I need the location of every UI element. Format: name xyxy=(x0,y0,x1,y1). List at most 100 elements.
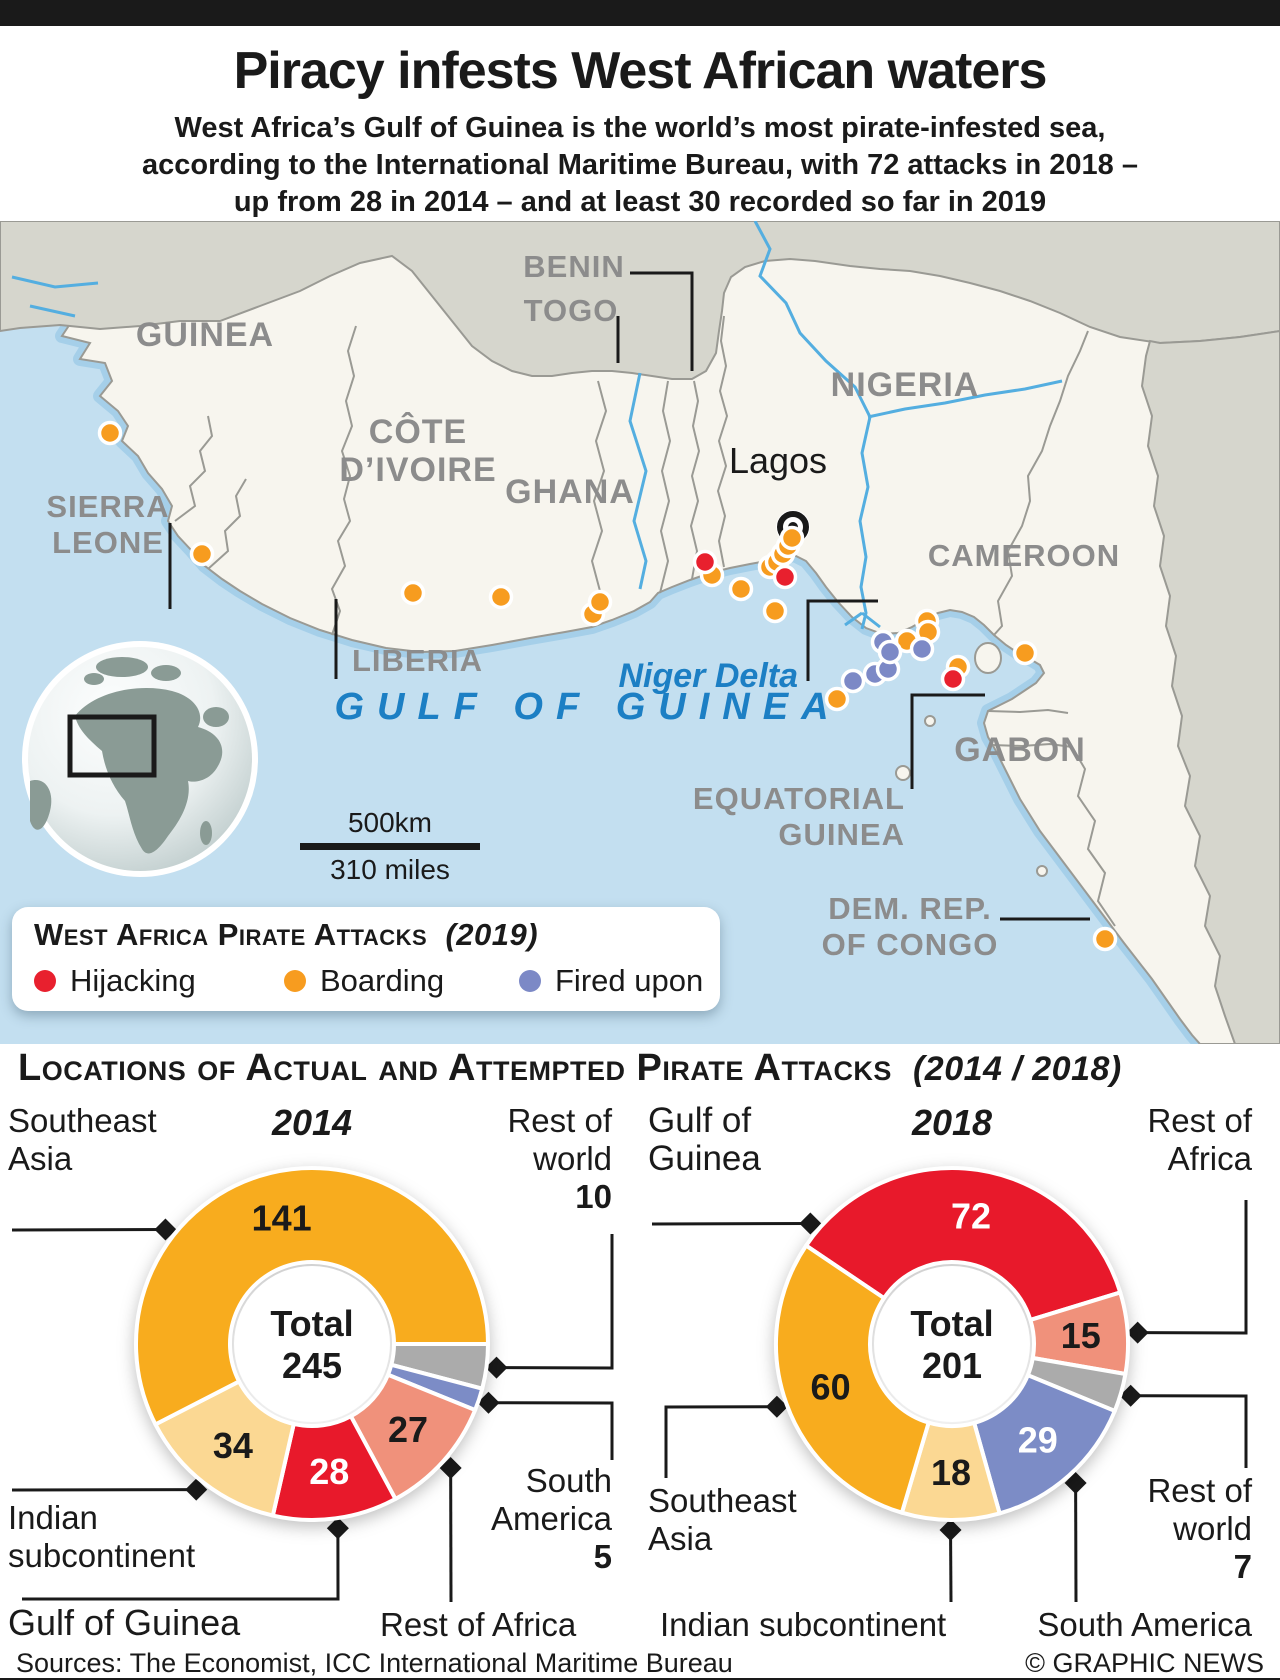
segment-value: 28 xyxy=(309,1451,349,1492)
hijacking-dot-icon xyxy=(34,970,56,992)
benin-leader xyxy=(630,271,694,371)
donut-hole xyxy=(874,1266,1030,1422)
label-lagos: Lagos xyxy=(729,440,827,481)
river-volta xyxy=(628,372,648,590)
attack-dot-hijacking xyxy=(692,549,718,575)
map-legend-title: West Africa Pirate Attacks (2019) xyxy=(34,917,539,952)
fired-upon-dot-icon xyxy=(519,970,541,992)
scale-km: 500km xyxy=(347,807,433,838)
globe-south-america xyxy=(30,780,52,830)
callout-diamond xyxy=(1119,1384,1142,1407)
donut-total-label: Total xyxy=(910,1303,993,1344)
attack-dot-hijacking xyxy=(940,666,966,692)
attack-dot-fired-upon xyxy=(909,636,935,662)
map-leader-lines xyxy=(168,271,1090,921)
segment-value: 34 xyxy=(213,1425,253,1466)
label-togo: TOGO xyxy=(524,293,619,328)
donut-hole xyxy=(234,1266,390,1422)
label-leone: LEONE xyxy=(52,525,164,560)
callout-leaders xyxy=(11,1218,614,1603)
land-east-gray xyxy=(1140,329,1280,1044)
rivers xyxy=(11,221,1063,630)
legend-item-boarding: Boarding xyxy=(284,963,519,999)
attack-dot-boarding xyxy=(488,584,514,610)
callout-leader-line xyxy=(1130,1394,1248,1468)
section-header: Locations of Actual and Attempted Pirate… xyxy=(18,1047,1122,1089)
attack-dot-boarding xyxy=(400,580,426,606)
callout-southeast-asia-2018: Southeast Asia xyxy=(648,1482,797,1557)
map-legend-items: Hijacking Boarding Fired upon xyxy=(34,963,720,999)
west-africa-map: GUINEA SIERRA LEONE CÔTE D’IVOIRE GHANA … xyxy=(0,221,1280,1044)
callout-rest-of-world-2018: Rest of world 7 xyxy=(1147,1472,1252,1585)
attack-dot-fired-upon xyxy=(877,639,903,665)
callout-gulf-of-guinea-2014: Gulf of Guinea xyxy=(8,1602,241,1643)
bottom-black-bar xyxy=(0,1678,1280,1680)
country-borders xyxy=(174,315,1116,927)
globe-inset xyxy=(22,641,258,877)
donut-total-value: 245 xyxy=(282,1345,342,1386)
globe-focus-rect xyxy=(67,714,157,778)
callout-diamond xyxy=(477,1391,500,1414)
chart-2018-year: 2018 xyxy=(911,1102,993,1143)
label-benin: BENIN xyxy=(523,249,624,284)
label-divoire: D’IVOIRE xyxy=(339,451,496,489)
label-guinea: GUINEA xyxy=(136,316,274,354)
callout-diamond xyxy=(1126,1321,1149,1344)
donut-segments xyxy=(134,1166,490,1522)
title-block: Piracy infests West African waters xyxy=(0,26,1280,110)
attack-dot-boarding xyxy=(189,541,215,567)
callout-diamond xyxy=(799,1212,822,1235)
donut-total-value: 201 xyxy=(922,1345,982,1386)
callout-diamond xyxy=(439,1456,462,1479)
subtitle-line-2: according to the International Maritime … xyxy=(142,149,1138,181)
label-nigeria: NIGERIA xyxy=(831,366,980,404)
donut-chart-2014: 27 28 34 141 Total 245 2014 Southeast Asia Res… xyxy=(0,1094,640,1649)
legend-item-fired-upon: Fired upon xyxy=(519,963,703,999)
donut-chart-2018: 72 15 29 18 60 Total 201 2018 Gulf of Guinea Re… xyxy=(640,1094,1280,1649)
segment-value: 72 xyxy=(951,1195,991,1236)
islands xyxy=(895,642,1048,877)
callout-indian-subcontinent-2014: Indian subcontinent xyxy=(8,1499,196,1574)
attack-dot-boarding xyxy=(779,525,805,551)
label-of-congo: OF CONGO xyxy=(822,927,999,962)
attack-dot-hijacking xyxy=(772,564,798,590)
globe-madagascar xyxy=(200,821,212,845)
land-west-africa xyxy=(0,221,1280,1044)
callout-leader-line xyxy=(22,1528,340,1601)
attack-dot-fired-upon xyxy=(840,668,866,694)
bioko-island xyxy=(974,642,1002,674)
callout-diamond xyxy=(485,1356,508,1379)
callout-leader-line xyxy=(496,1234,614,1370)
attack-dot-boarding xyxy=(97,420,123,446)
callout-leader-line xyxy=(651,1221,811,1226)
scale-miles: 310 miles xyxy=(330,854,450,885)
top-black-bar xyxy=(0,0,1280,26)
scale-bar xyxy=(300,843,480,850)
globe-europe xyxy=(96,657,148,677)
callout-leader-line xyxy=(1137,1200,1248,1335)
segment-gulf-of-guinea xyxy=(804,1166,1123,1322)
segment-south-america xyxy=(972,1373,1117,1516)
segment-value: 141 xyxy=(252,1198,312,1239)
label-niger-delta: Niger Delta xyxy=(619,657,799,695)
attack-dot-boarding xyxy=(1012,640,1038,666)
donut-charts-row: 27 28 34 141 Total 245 2014 Southeast Asia Res… xyxy=(0,1094,1280,1649)
callout-southeast-asia-2014: Southeast Asia xyxy=(8,1102,157,1177)
land-north-gray xyxy=(0,221,1280,380)
callout-south-america-2014: South America 5 xyxy=(490,1462,612,1575)
river-benue xyxy=(867,379,1063,419)
callout-leaders xyxy=(651,1200,1248,1603)
page-title: Piracy infests West African waters xyxy=(233,42,1048,100)
callout-diamond xyxy=(185,1478,208,1501)
label-sierra: SIERRA xyxy=(46,489,169,524)
callout-leader-line xyxy=(488,1401,614,1460)
callout-diamond xyxy=(154,1218,177,1241)
attack-dot-boarding xyxy=(762,598,788,624)
credit-text: © GRAPHIC NEWS xyxy=(1025,1648,1264,1678)
attack-dot-boarding xyxy=(824,686,850,712)
callout-rest-of-africa-2014: Rest of Africa xyxy=(380,1606,577,1643)
equatorial-guinea-leader xyxy=(910,693,985,789)
legend-item-hijacking: Hijacking xyxy=(34,963,284,999)
callout-leader-line xyxy=(664,1405,777,1478)
